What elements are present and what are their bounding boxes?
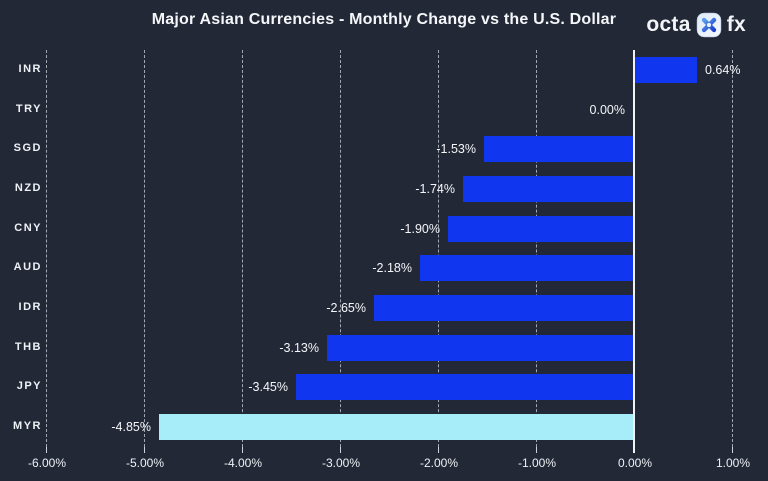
axis-tick — [633, 447, 635, 453]
x-tick-label: 1.00% — [715, 456, 751, 470]
axis-tick — [46, 447, 47, 453]
x-tick-label: -1.00% — [517, 456, 557, 470]
value-label-nzd: -1.74% — [415, 182, 455, 196]
bar-idr — [374, 295, 633, 321]
category-label-cny: CNY — [14, 222, 42, 234]
category-label-myr: MYR — [13, 420, 42, 432]
category-label-try: TRY — [15, 103, 42, 115]
value-label-jpy: -3.45% — [248, 380, 288, 394]
gridline — [46, 50, 47, 447]
octafx-logo-icon — [696, 12, 721, 38]
gridline — [438, 50, 439, 447]
value-label-cny: -1.90% — [400, 222, 440, 236]
x-tick-label: -6.00% — [27, 456, 67, 470]
category-label-inr: INR — [18, 63, 42, 75]
category-label-thb: THB — [14, 341, 42, 353]
value-label-inr: 0.64% — [705, 63, 741, 77]
x-tick-label: -4.00% — [223, 456, 263, 470]
value-label-thb: -3.13% — [279, 341, 319, 355]
bar-sgd — [484, 136, 633, 162]
value-label-try: 0.00% — [589, 103, 625, 117]
gridline — [732, 50, 733, 447]
axis-tick — [536, 447, 537, 453]
value-label-idr: -2.65% — [326, 301, 366, 315]
bar-jpy — [296, 374, 633, 400]
brand-logo: octa fx — [638, 12, 746, 38]
category-label-idr: IDR — [18, 301, 42, 313]
brand-name-fx: fx — [726, 13, 746, 36]
x-tick-label: -3.00% — [321, 456, 361, 470]
category-label-aud: AUD — [13, 261, 42, 273]
value-label-myr: -4.85% — [111, 420, 151, 434]
category-label-jpy: JPY — [16, 380, 42, 392]
axis-tick — [340, 447, 341, 453]
bar-myr — [159, 414, 633, 440]
gridline — [536, 50, 537, 447]
brand-name-octa: octa — [646, 13, 691, 36]
category-label-nzd: NZD — [14, 182, 42, 194]
x-tick-label: -2.00% — [419, 456, 459, 470]
zero-baseline — [633, 50, 635, 447]
gridline — [144, 50, 145, 447]
bar-aud — [420, 255, 633, 281]
axis-tick — [242, 447, 243, 453]
category-label-sgd: SGD — [13, 142, 42, 154]
value-label-aud: -2.18% — [372, 261, 412, 275]
x-tick-label: 0.00% — [617, 456, 653, 470]
x-tick-label: -5.00% — [125, 456, 165, 470]
axis-tick — [732, 447, 733, 453]
bar-nzd — [463, 176, 633, 202]
axis-tick — [144, 447, 145, 453]
gridline — [242, 50, 243, 447]
value-label-sgd: -1.53% — [436, 142, 476, 156]
gridline — [340, 50, 341, 447]
bar-cny — [448, 216, 633, 242]
bar-thb — [327, 335, 633, 361]
axis-tick — [438, 447, 439, 453]
bar-inr — [635, 57, 697, 83]
page-title: Major Asian Currencies - Monthly Change … — [151, 11, 617, 28]
